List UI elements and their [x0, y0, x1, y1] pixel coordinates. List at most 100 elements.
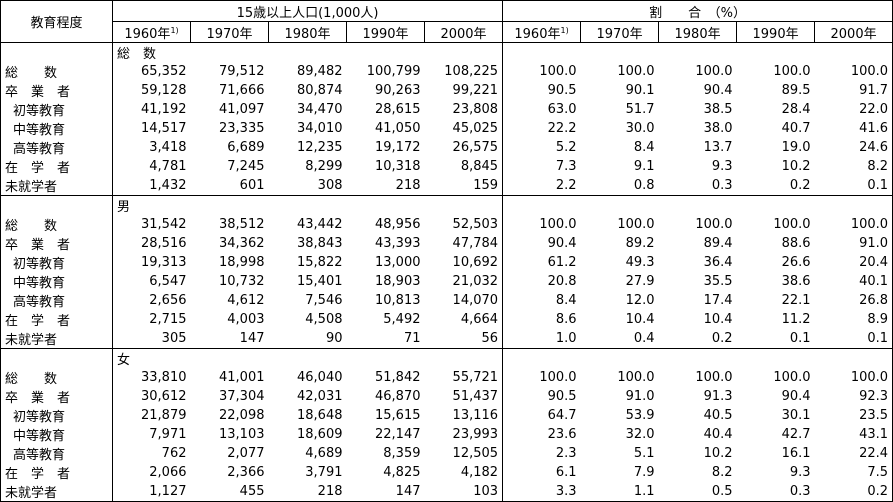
population-value: 10,318 — [375, 159, 421, 174]
ratio-value: 38.6 — [781, 274, 811, 289]
ratio-value: 23.6 — [547, 427, 577, 442]
population-value: 37,304 — [219, 389, 265, 404]
ratio-value: 24.6 — [859, 140, 889, 155]
ratio-value: 100.0 — [539, 64, 577, 79]
population-value: 52,503 — [424, 215, 504, 234]
population-value: 10,732 — [219, 274, 265, 289]
population-value: 38,512 — [219, 217, 265, 232]
population-value: 80,874 — [297, 83, 343, 98]
ratio-value: 0.2 — [867, 484, 889, 499]
ratio-value: 27.9 — [625, 274, 655, 289]
data-row: 総 数 65,352 79,512 89,482 100,799 108,225 100.0… — [0, 62, 893, 81]
ratio-value: 90.4 — [703, 83, 733, 98]
population-value: 26,575 — [424, 138, 504, 157]
population-value: 13,116 — [424, 406, 504, 425]
population-value: 15,401 — [297, 274, 343, 289]
population-value: 8,359 — [383, 446, 421, 461]
ratio-value: 91.3 — [703, 389, 733, 404]
ratio-value: 100.0 — [617, 217, 655, 232]
header-row: 教育程度 15歳以上人口(1,000人) 割 合 （%） — [0, 0, 893, 43]
section-label-cell — [0, 42, 113, 62]
ratio-value: 22.0 — [859, 102, 889, 117]
population-value: 10,692 — [424, 253, 504, 272]
ratio-value: 100.0 — [617, 64, 655, 79]
ratio-value: 61.2 — [547, 255, 577, 270]
row-label: 中等教育 — [0, 272, 113, 291]
ratio-value: 2.3 — [555, 446, 577, 461]
population-value: 103 — [424, 482, 504, 502]
ratio-value: 43.1 — [859, 427, 889, 442]
year-header: 1970年 — [190, 21, 269, 43]
population-value: 4,182 — [424, 463, 504, 482]
ratio-value: 90.4 — [781, 389, 811, 404]
ratio-value: 40.1 — [859, 274, 889, 289]
population-value: 56 — [424, 329, 504, 349]
population-value: 12,505 — [424, 444, 504, 463]
population-value: 23,993 — [424, 425, 504, 444]
ratio-value: 26.6 — [781, 255, 811, 270]
ratio-value: 40.5 — [703, 408, 733, 423]
population-value: 65,352 — [141, 64, 187, 79]
ratio-value: 7.5 — [867, 465, 889, 480]
population-value: 59,128 — [141, 83, 187, 98]
population-value: 6,547 — [149, 274, 187, 289]
population-value: 34,010 — [297, 121, 343, 136]
year-label: 1970年 — [596, 26, 643, 42]
population-value: 15,615 — [375, 408, 421, 423]
data-row: 中等教育 14,517 23,335 34,010 41,050 45,025 22.2 30… — [0, 119, 893, 138]
row-label: 初等教育 — [0, 253, 113, 272]
ratio-value: 10.4 — [625, 312, 655, 327]
row-label: 中等教育 — [0, 425, 113, 444]
population-value: 30,612 — [141, 389, 187, 404]
population-value: 2,656 — [149, 293, 187, 308]
ratio-value: 0.2 — [789, 178, 811, 193]
ratio-value: 38.0 — [703, 121, 733, 136]
note-mark: 1) — [170, 25, 179, 35]
data-row: 卒 業 者 28,516 34,362 38,843 43,393 47,784 90.4 8… — [0, 234, 893, 253]
ratio-value: 7.3 — [555, 159, 577, 174]
ratio-value: 0.3 — [711, 178, 733, 193]
ratio-value: 91.0 — [859, 236, 889, 251]
ratio-value: 19.0 — [781, 140, 811, 155]
row-label: 未就学者 — [0, 329, 113, 349]
section-row: 総 数 — [0, 42, 893, 62]
year-label: 2000年 — [440, 26, 487, 42]
population-value: 55,721 — [424, 368, 504, 387]
population-value: 1,432 — [149, 178, 187, 193]
ratio-value: 100.0 — [850, 64, 889, 79]
population-value: 23,808 — [424, 100, 504, 119]
year-header: 2000年 — [814, 21, 893, 43]
ratio-value: 51.7 — [625, 102, 655, 117]
ratio-value: 100.0 — [850, 217, 889, 232]
ratio-value: 2.2 — [555, 178, 577, 193]
population-value: 762 — [161, 446, 187, 461]
population-value: 4,825 — [383, 465, 421, 480]
population-value: 46,040 — [297, 370, 343, 385]
year-header: 1960年1) — [112, 21, 191, 43]
population-value: 71 — [403, 331, 421, 346]
ratio-value: 89.2 — [625, 236, 655, 251]
ratio-value: 26.8 — [859, 293, 889, 308]
population-value: 22,098 — [219, 408, 265, 423]
population-value: 6,689 — [227, 140, 265, 155]
population-value: 7,546 — [305, 293, 343, 308]
ratio-value: 0.8 — [633, 178, 655, 193]
row-label: 在 学 者 — [0, 310, 113, 329]
data-row: 在 学 者 4,781 7,245 8,299 10,318 8,845 7.3 9.1 9.3… — [0, 157, 893, 176]
section-title: 総 数 — [112, 42, 504, 62]
data-row: 総 数 31,542 38,512 43,442 48,956 52,503 100.0 10… — [0, 215, 893, 234]
row-label: 初等教育 — [0, 406, 113, 425]
population-value: 42,031 — [297, 389, 343, 404]
ratio-value: 3.3 — [555, 484, 577, 499]
ratio-value: 6.1 — [555, 465, 577, 480]
population-value: 89,482 — [297, 64, 343, 79]
ratio-value: 100.0 — [539, 370, 577, 385]
ratio-value: 13.7 — [703, 140, 733, 155]
section-title: 男 — [112, 195, 504, 215]
population-value: 2,366 — [227, 465, 265, 480]
data-row: 中等教育 7,971 13,103 18,609 22,147 23,993 23.6 32.… — [0, 425, 893, 444]
ratio-value: 28.4 — [781, 102, 811, 117]
population-value: 4,689 — [305, 446, 343, 461]
data-row: 卒 業 者 59,128 71,666 80,874 90,263 99,221 90.5 9… — [0, 81, 893, 100]
